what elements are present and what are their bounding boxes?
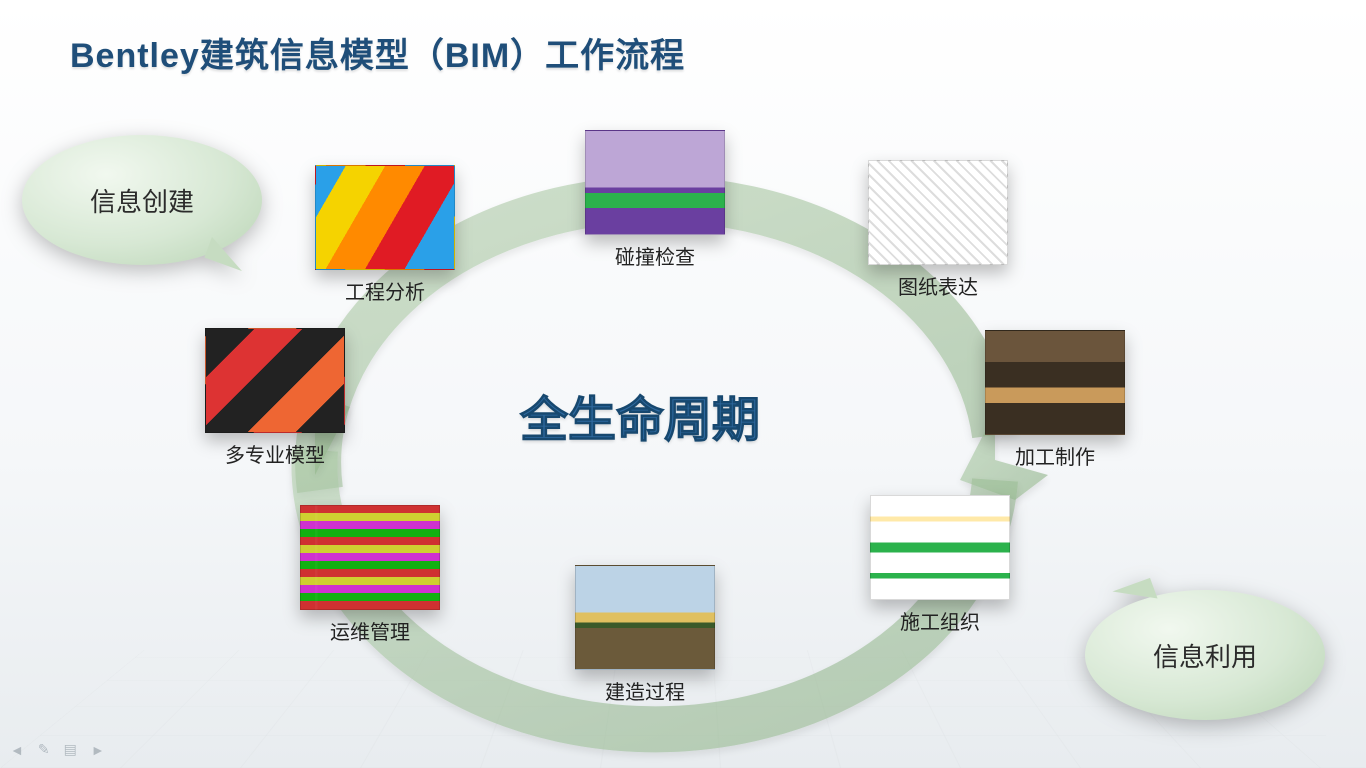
cycle-node-construction: 建造过程 [575,565,715,705]
bubble-use: 信息利用 [1085,590,1325,720]
node-label-multi-model: 多专业模型 [205,439,345,468]
node-label-drawings: 图纸表达 [868,271,1008,300]
menu-icon[interactable]: ▤ [64,741,77,758]
node-thumb-clash [585,130,725,235]
node-label-clash: 碰撞检查 [585,241,725,270]
cycle-node-fabrication: 加工制作 [985,330,1125,470]
slide-footer-controls: ◄ ✎ ▤ ► [10,741,105,758]
cycle-node-analysis: 工程分析 [315,165,455,305]
node-thumb-operations [300,505,440,610]
node-thumb-scheduling [870,495,1010,600]
bubble-tail-create [204,237,249,271]
node-label-operations: 运维管理 [300,616,440,645]
prev-icon[interactable]: ◄ [10,742,24,758]
node-label-construction: 建造过程 [575,676,715,705]
node-label-fabrication: 加工制作 [985,441,1125,470]
cycle-node-scheduling: 施工组织 [870,495,1010,635]
page-title: Bentley建筑信息模型（BIM）工作流程 [70,28,685,77]
node-thumb-multi-model [205,328,345,433]
pen-icon[interactable]: ✎ [38,741,50,758]
node-label-analysis: 工程分析 [315,276,455,305]
node-thumb-drawings [868,160,1008,265]
cycle-node-clash: 碰撞检查 [585,130,725,270]
node-thumb-fabrication [985,330,1125,435]
node-thumb-construction [575,565,715,670]
node-label-scheduling: 施工组织 [870,606,1010,635]
next-icon[interactable]: ► [91,742,105,758]
cycle-node-multi-model: 多专业模型 [205,328,345,468]
cycle-node-drawings: 图纸表达 [868,160,1008,300]
center-label: 全生命周期 [520,380,760,450]
bubble-create: 信息创建 [22,135,262,265]
cycle-node-operations: 运维管理 [300,505,440,645]
node-thumb-analysis [315,165,455,270]
